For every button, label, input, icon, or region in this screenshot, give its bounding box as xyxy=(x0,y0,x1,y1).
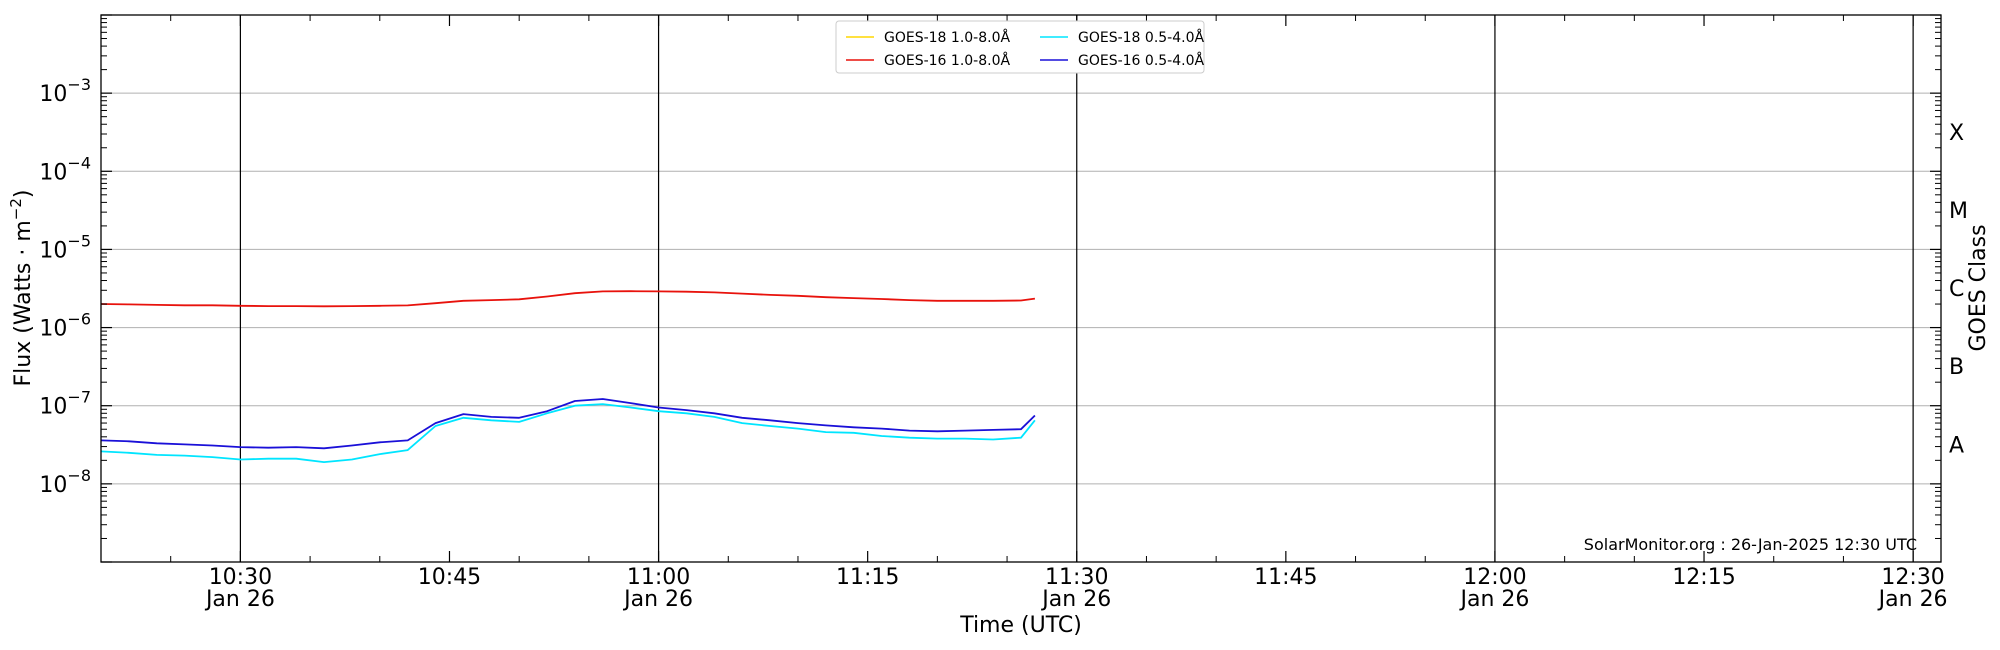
legend-label: GOES-18 1.0-8.0Å xyxy=(884,29,1010,46)
y-tick-label: 10−3 xyxy=(39,75,91,107)
y-tick-label: 10−5 xyxy=(39,231,91,263)
goes-class-label: B xyxy=(1949,355,1964,380)
x-tick-date-label: Jan 26 xyxy=(204,587,275,612)
series-lines xyxy=(100,290,1036,464)
legend-box xyxy=(835,20,1205,74)
grid-lines xyxy=(101,92,1941,485)
series-line xyxy=(100,403,1036,464)
y-tick-label: 10−8 xyxy=(39,466,91,498)
y-tick-label: 10−7 xyxy=(39,388,91,420)
axis-ticks xyxy=(100,14,1941,563)
legend-label: GOES-16 0.5-4.0Å xyxy=(1078,52,1204,69)
x-tick-date-label: Jan 26 xyxy=(1040,587,1111,612)
goes-class-label: M xyxy=(1949,199,1968,224)
legend: GOES-18 1.0-8.0Å GOES-16 1.0-8.0Å GOES-18 … xyxy=(835,20,1205,74)
x-tick-label: 12:00 xyxy=(1463,565,1526,590)
series-line xyxy=(100,290,1036,308)
legend-label: GOES-18 0.5-4.0Å xyxy=(1078,29,1204,46)
goes-class-label: X xyxy=(1949,121,1964,146)
x-tick-label: 11:30 xyxy=(1045,565,1108,590)
x-tick-label: 12:30 xyxy=(1881,565,1944,590)
right-axis-title: GOES Class xyxy=(1966,224,1991,351)
y-tick-labels: 10−8 10−7 10−6 10−5 10−4 10−3 xyxy=(39,75,91,498)
day-boundary-lines xyxy=(239,15,1914,562)
legend-label: GOES-16 1.0-8.0Å xyxy=(884,52,1010,69)
series-line xyxy=(100,398,1036,450)
credit-text: SolarMonitor.org : 26-Jan-2025 12:30 UTC xyxy=(1584,535,1917,554)
y-axis-title: Flux (Watts · m−2) xyxy=(7,190,36,387)
x-tick-date-label: Jan 26 xyxy=(1458,587,1529,612)
goes-class-labels: A B C M X xyxy=(1949,121,1968,459)
y-tick-label: 10−4 xyxy=(39,153,91,185)
x-tick-label: 10:45 xyxy=(418,565,481,590)
x-tick-label: 12:15 xyxy=(1672,565,1735,590)
goes-class-label: A xyxy=(1949,433,1964,458)
x-tick-label: 11:15 xyxy=(836,565,899,590)
y-tick-label: 10−6 xyxy=(39,310,91,342)
plot-area-frame xyxy=(100,14,1942,563)
x-tick-date-label: Jan 26 xyxy=(622,587,693,612)
x-tick-label: 10:30 xyxy=(209,565,272,590)
x-axis-title: Time (UTC) xyxy=(959,613,1082,638)
x-tick-label: 11:00 xyxy=(627,565,690,590)
x-tick-label: 11:45 xyxy=(1254,565,1317,590)
goes-class-label: C xyxy=(1949,277,1964,302)
x-tick-date-label: Jan 26 xyxy=(1877,587,1948,612)
